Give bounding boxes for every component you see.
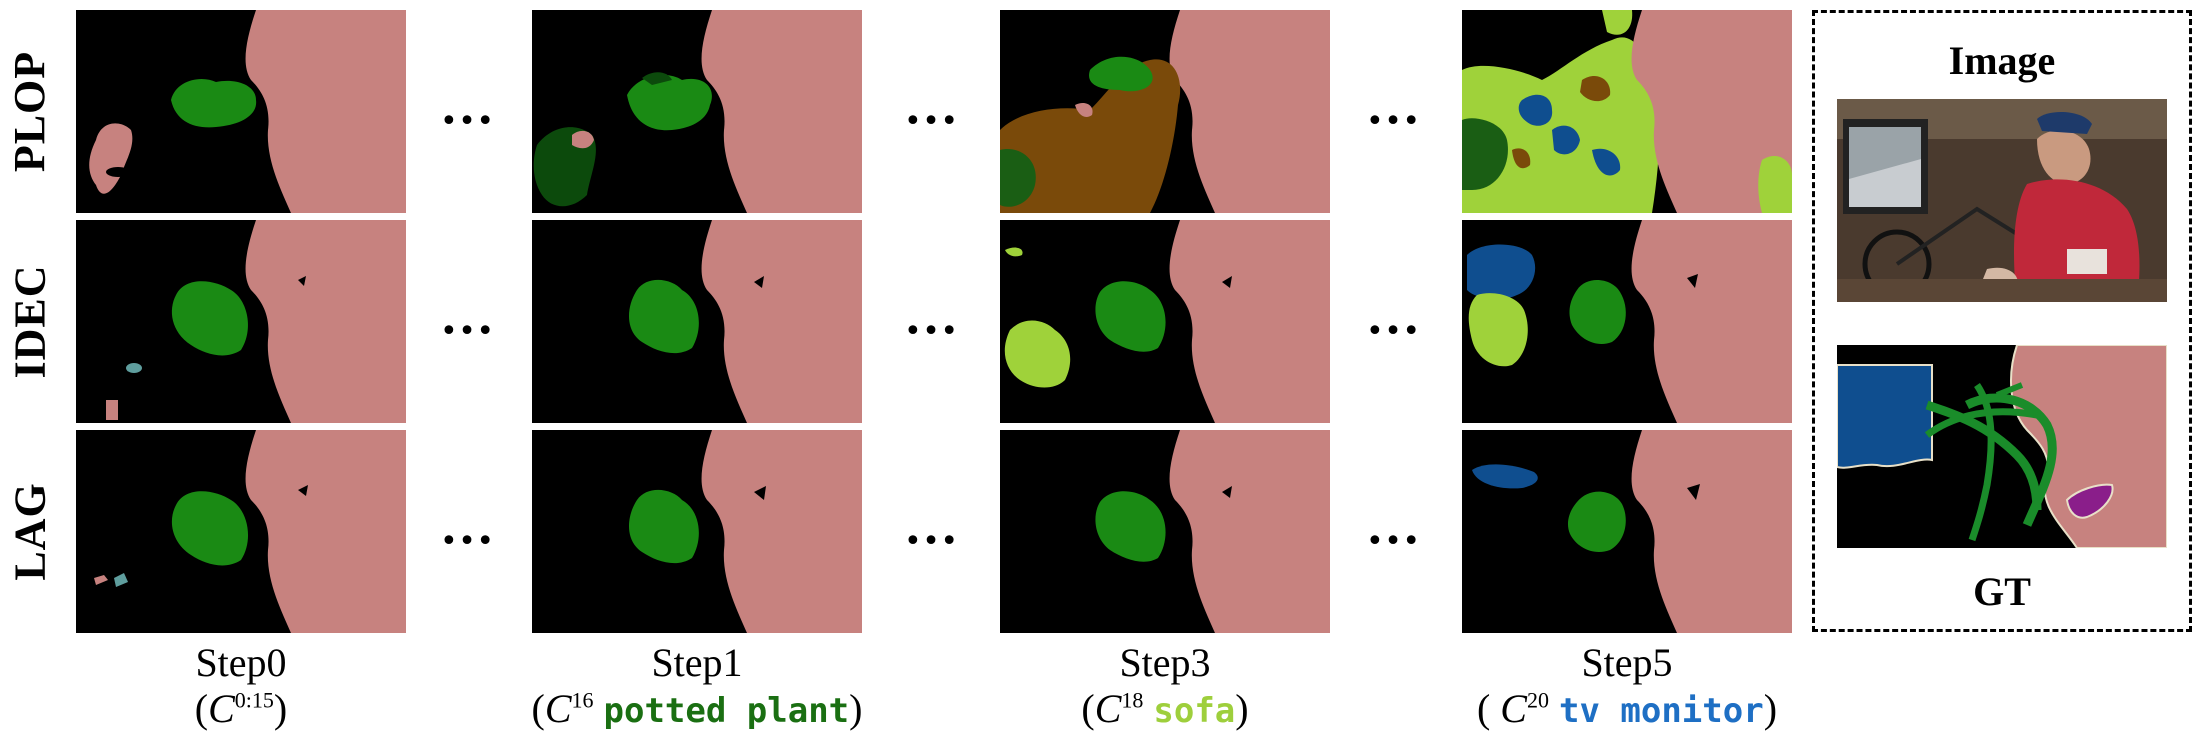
- caption-step3: Step3 (C18 sofa): [1081, 640, 1249, 731]
- lag-step0-mask: [76, 430, 406, 633]
- plop-step3-mask: [1000, 10, 1330, 213]
- idec-step1-mask: [532, 220, 862, 423]
- lag-step1-mask: [532, 430, 862, 633]
- ellipsis-row3-b: …: [904, 495, 966, 555]
- ellipsis-row3-a: …: [440, 495, 502, 555]
- caption-step1: Step1 (C16 potted plant): [531, 640, 863, 731]
- lag-step3-mask: [1000, 430, 1330, 633]
- row-label-idec: IDEC: [5, 264, 55, 379]
- idec-step0-mask: [76, 220, 406, 423]
- row-label-plop: PLOP: [5, 50, 55, 173]
- ellipsis-row3-c: …: [1366, 495, 1428, 555]
- plop-step0-mask: [76, 10, 406, 213]
- ellipsis-row1-b: …: [904, 75, 966, 135]
- gt-label: GT: [1973, 569, 2031, 614]
- caption-step0: Step0 (C0:15): [194, 640, 288, 731]
- plop-step1-mask: [532, 10, 862, 213]
- caption-step5: Step5 ( C20 tv monitor): [1476, 640, 1778, 731]
- reference-panel: Image: [1812, 10, 2192, 632]
- ellipsis-row1-c: …: [1366, 75, 1428, 135]
- input-photo: [1837, 99, 2167, 302]
- plop-step5-mask: [1462, 10, 1792, 213]
- idec-step3-mask: [1000, 220, 1330, 423]
- idec-step5-mask: [1462, 220, 1792, 423]
- ellipsis-row2-b: …: [904, 285, 966, 345]
- ground-truth-mask: [1837, 345, 2167, 548]
- lag-step5-mask: [1462, 430, 1792, 633]
- row-label-lag: LAG: [5, 482, 55, 581]
- ellipsis-row1-a: …: [440, 75, 502, 135]
- image-label: Image: [1948, 38, 2056, 83]
- ellipsis-row2-c: …: [1366, 285, 1428, 345]
- ellipsis-row2-a: …: [440, 285, 502, 345]
